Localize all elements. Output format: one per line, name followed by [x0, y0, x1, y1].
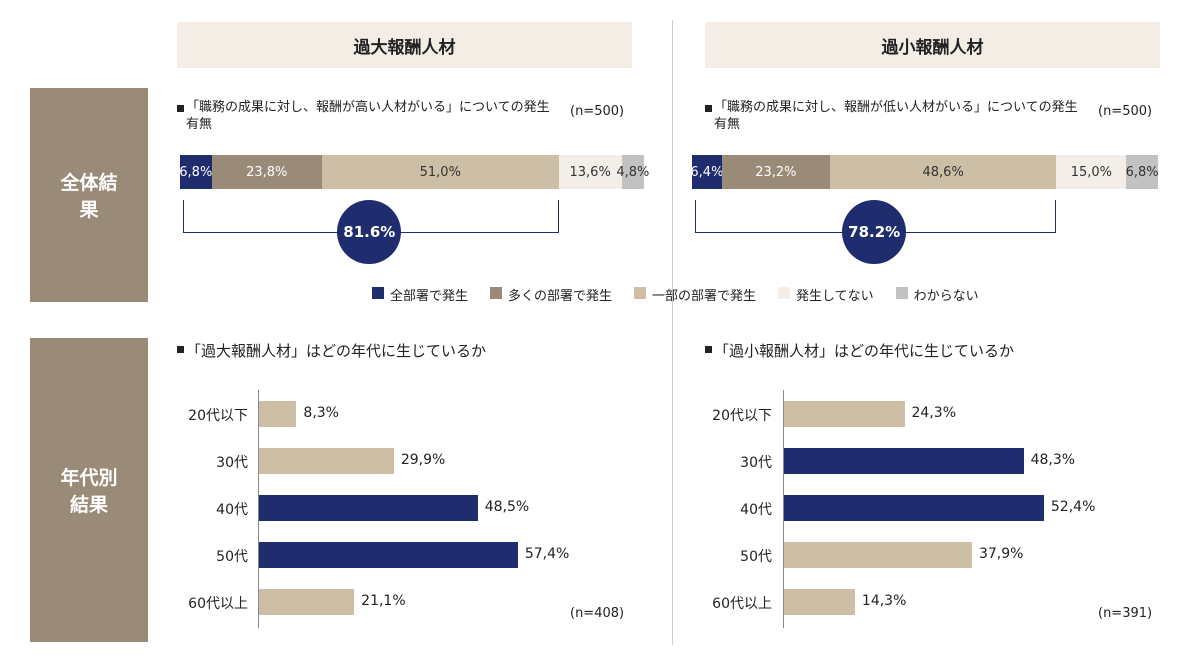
bar [784, 542, 972, 568]
category-label: 30代 [216, 455, 248, 471]
value-label: 8,3% [303, 405, 339, 421]
category-label: 60代以上 [712, 596, 772, 612]
value-label: 15,0% [1070, 164, 1112, 180]
value-label: 13,6% [569, 164, 611, 180]
bar [259, 589, 355, 615]
bar-segment: 48,6% [829, 155, 1057, 189]
bullet [705, 105, 712, 112]
bar-segment: 23,2% [721, 155, 830, 189]
legend-swatch [778, 287, 791, 299]
bar-segment: 51,0% [321, 155, 559, 189]
section-text: 全体結果 [60, 172, 118, 221]
legend-label: 全部署で発生 [390, 289, 469, 304]
value-label: 51,0% [419, 164, 461, 180]
legend-label: 発生してない [796, 289, 874, 304]
legend-label: 多くの部署で発生 [508, 289, 613, 304]
bar-segment: 6,8% [1125, 155, 1159, 189]
value-label: 48,6% [922, 164, 964, 180]
bar [784, 495, 1044, 521]
note: (n=500) [570, 104, 625, 119]
bar-segment: 6,8% [179, 155, 213, 189]
bullet [177, 346, 184, 353]
bar [259, 448, 394, 474]
bullet [705, 346, 712, 353]
legend-label: わからない [913, 289, 979, 304]
bar-segment: 13,6% [558, 155, 622, 189]
value-label: 6,4% [690, 164, 724, 180]
legend-swatch [895, 287, 908, 299]
bar-segment: 6,4% [690, 155, 724, 189]
section-label: 年代別結果 [30, 338, 148, 642]
chart-title: 「職務の成果に対し、報酬が高い人材がいる」についての発生有無 [186, 100, 550, 132]
highlight-circle: 78.2% [842, 200, 907, 264]
section-label: 全体結果 [30, 88, 148, 302]
bar-segment: 15,0% [1056, 155, 1127, 189]
chart-title: 「過大報酬人材」はどの年代に生じているか [186, 342, 487, 360]
value-label: 21,1% [361, 593, 406, 609]
category-label: 50代 [740, 549, 772, 565]
category-label: 20代以下 [712, 408, 772, 424]
value-label: 23,8% [246, 164, 288, 180]
column-header: 過小報酬人材 [705, 22, 1160, 68]
bar [259, 401, 297, 427]
bar [259, 542, 518, 568]
category-label: 50代 [216, 549, 248, 565]
category-label: 60代以上 [188, 596, 248, 612]
value-label: 14,3% [861, 593, 907, 609]
note: (n=500) [1098, 104, 1153, 119]
bar-segment: 23,8% [211, 155, 322, 189]
highlight-circle: 81.6% [337, 200, 402, 264]
value-label: 29,9% [400, 452, 446, 468]
bullet [177, 105, 184, 112]
column-header: 過大報酬人材 [177, 22, 632, 68]
category-label: 30代 [740, 455, 772, 471]
value-label: 48,3% [1030, 452, 1076, 468]
note: (n=408) [570, 606, 625, 621]
value-label: 48,5% [484, 499, 530, 515]
chart-title: 「職務の成果に対し、報酬が低い人材がいる」についての発生有無 [714, 100, 1078, 132]
value-label: 6,8% [1125, 164, 1159, 180]
axis-line [258, 390, 259, 628]
bar [784, 401, 905, 427]
category-label: 20代以下 [188, 408, 248, 424]
bar [784, 589, 855, 615]
legend-swatch [490, 287, 503, 299]
value-label: 4,8% [616, 164, 650, 180]
value-label: 57,4% [524, 546, 570, 562]
legend-swatch [372, 287, 384, 299]
legend-label: 一部の部署で発生 [652, 289, 757, 304]
legend-swatch [634, 287, 647, 299]
note: (n=391) [1098, 606, 1153, 621]
divider [672, 20, 673, 645]
chart-title: 「過小報酬人材」はどの年代に生じているか [714, 342, 1015, 360]
bar [259, 495, 478, 521]
category-label: 40代 [216, 502, 248, 518]
bar [784, 448, 1024, 474]
value-label: 52,4% [1050, 499, 1096, 515]
section-text: 年代別結果 [60, 467, 118, 516]
value-label: 37,9% [978, 546, 1024, 562]
category-label: 40代 [740, 502, 772, 518]
value-label: 6,8% [179, 164, 213, 180]
axis-line [783, 390, 784, 628]
value-label: 24,3% [911, 405, 956, 421]
bar-segment: 4,8% [616, 155, 649, 189]
value-label: 23,2% [755, 164, 797, 180]
